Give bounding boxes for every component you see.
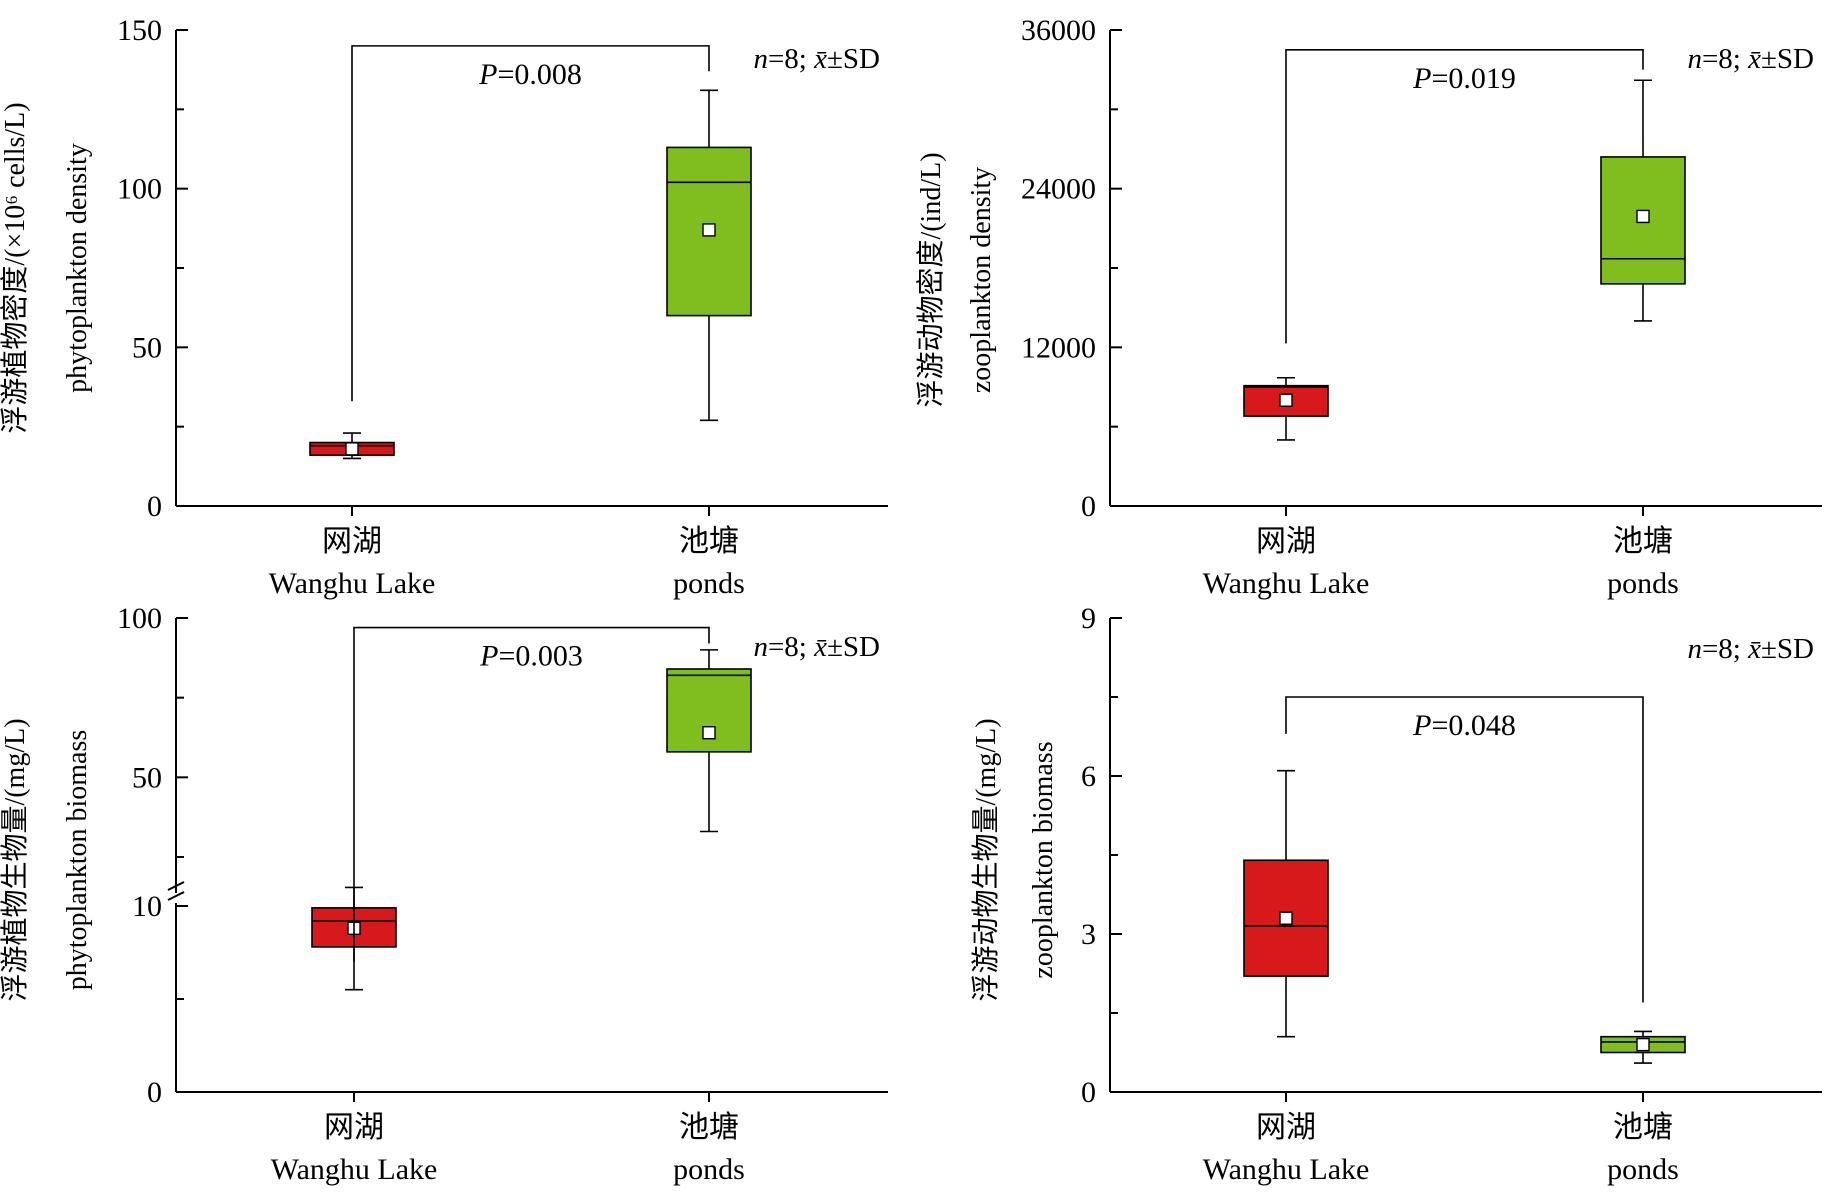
category-label-cn: 网湖 xyxy=(324,1111,384,1144)
category-label-en: Wanghu Lake xyxy=(271,1153,438,1186)
category-label-cn: 池塘 xyxy=(679,525,739,558)
mean-marker xyxy=(1636,1037,1650,1052)
significance-bracket xyxy=(353,626,710,962)
mean-marker xyxy=(1636,209,1650,224)
mean-marker xyxy=(345,442,359,456)
category-label-en: Wanghu Lake xyxy=(1203,1153,1370,1186)
sample-annotation: n=8; x̄±SD xyxy=(1687,633,1814,665)
y-tick-label: 0 xyxy=(147,490,162,523)
p-value-label: P=0.048 xyxy=(1412,709,1516,742)
y-tick-label: 10 xyxy=(132,890,162,923)
significance-bracket xyxy=(1285,49,1644,344)
y-axis-title-cn: 浮游动物生物量/(mg/L) xyxy=(970,718,1002,1001)
mean-marker xyxy=(1279,393,1293,407)
y-tick-label: 6 xyxy=(1081,760,1096,793)
y-axis-title-en: zooplankton density xyxy=(966,167,997,393)
significance-bracket xyxy=(1285,696,1644,1003)
category-label-en: Wanghu Lake xyxy=(269,567,436,600)
sample-annotation: n=8; x̄±SD xyxy=(753,43,880,75)
mean-marker xyxy=(702,223,716,237)
y-axis-title-en: zooplankton biomass xyxy=(1028,741,1059,978)
category-label-cn: 网湖 xyxy=(322,525,382,558)
p-value-label: P=0.008 xyxy=(478,58,582,91)
category-label-cn: 池塘 xyxy=(1613,525,1673,558)
category-label-cn: 池塘 xyxy=(1613,1111,1673,1144)
y-tick-label: 12000 xyxy=(1021,331,1096,364)
y-tick-label: 100 xyxy=(117,173,162,206)
y-axis-title-cn: 浮游植物密度/(×10⁶ cells/L) xyxy=(0,102,31,433)
sample-annotation: n=8; x̄±SD xyxy=(753,631,880,663)
category-label-cn: 网湖 xyxy=(1256,1111,1316,1144)
panel-phyto-density: 0 50 100 150 网湖 Wanghu Lake 池塘 ponds P=0.008 n=8;… xyxy=(0,14,888,600)
y-tick-label: 0 xyxy=(147,1076,162,1109)
category-label-en: Wanghu Lake xyxy=(1203,567,1370,600)
y-tick-label: 50 xyxy=(132,761,162,794)
category-label-en: ponds xyxy=(1607,567,1679,600)
y-tick-label: 3 xyxy=(1081,918,1096,951)
y-tick-label: 100 xyxy=(117,602,162,635)
category-label-en: ponds xyxy=(673,567,745,600)
y-axis-title-cn: 浮游植物生物量/(mg/L) xyxy=(0,718,31,1001)
y-tick-label: 24000 xyxy=(1021,173,1096,206)
mean-marker xyxy=(1279,911,1293,925)
y-axis-title-en: phytoplankton biomass xyxy=(62,730,93,991)
y-axis-title-en: phytoplankton density xyxy=(62,143,93,393)
y-tick-label: 0 xyxy=(1081,490,1096,523)
mean-marker xyxy=(702,726,716,740)
axis-break-mark xyxy=(167,891,185,901)
y-tick-label: 0 xyxy=(1081,1076,1096,1109)
category-label-en: ponds xyxy=(673,1153,745,1186)
axis-break-mark xyxy=(167,881,185,891)
sample-annotation: n=8; x̄±SD xyxy=(1687,43,1814,75)
panel-zoo-density: 0 12000 24000 36000 网湖 Wanghu Lake 池塘 ponds P=0.… xyxy=(915,14,1822,600)
y-tick-label: 9 xyxy=(1081,602,1096,635)
panel-phyto-biomass: 0 10 50 100 网湖 Wanghu Lake 池塘 ponds P=0.003 n=8; … xyxy=(0,602,888,1186)
p-value-label: P=0.019 xyxy=(1412,62,1516,95)
y-tick-label: 36000 xyxy=(1021,14,1096,47)
category-label-en: ponds xyxy=(1607,1153,1679,1186)
y-tick-label: 150 xyxy=(117,14,162,47)
category-label-cn: 网湖 xyxy=(1256,525,1316,558)
panel-zoo-biomass: 0 3 6 9 网湖 Wanghu Lake 池塘 ponds P=0.048 n=8; x̄±S… xyxy=(970,602,1822,1186)
category-label-cn: 池塘 xyxy=(679,1111,739,1144)
p-value-label: P=0.003 xyxy=(479,640,583,673)
y-axis-title-cn: 浮游动物密度/(ind/L) xyxy=(915,152,947,407)
significance-bracket xyxy=(351,45,710,402)
y-tick-label: 50 xyxy=(132,331,162,364)
